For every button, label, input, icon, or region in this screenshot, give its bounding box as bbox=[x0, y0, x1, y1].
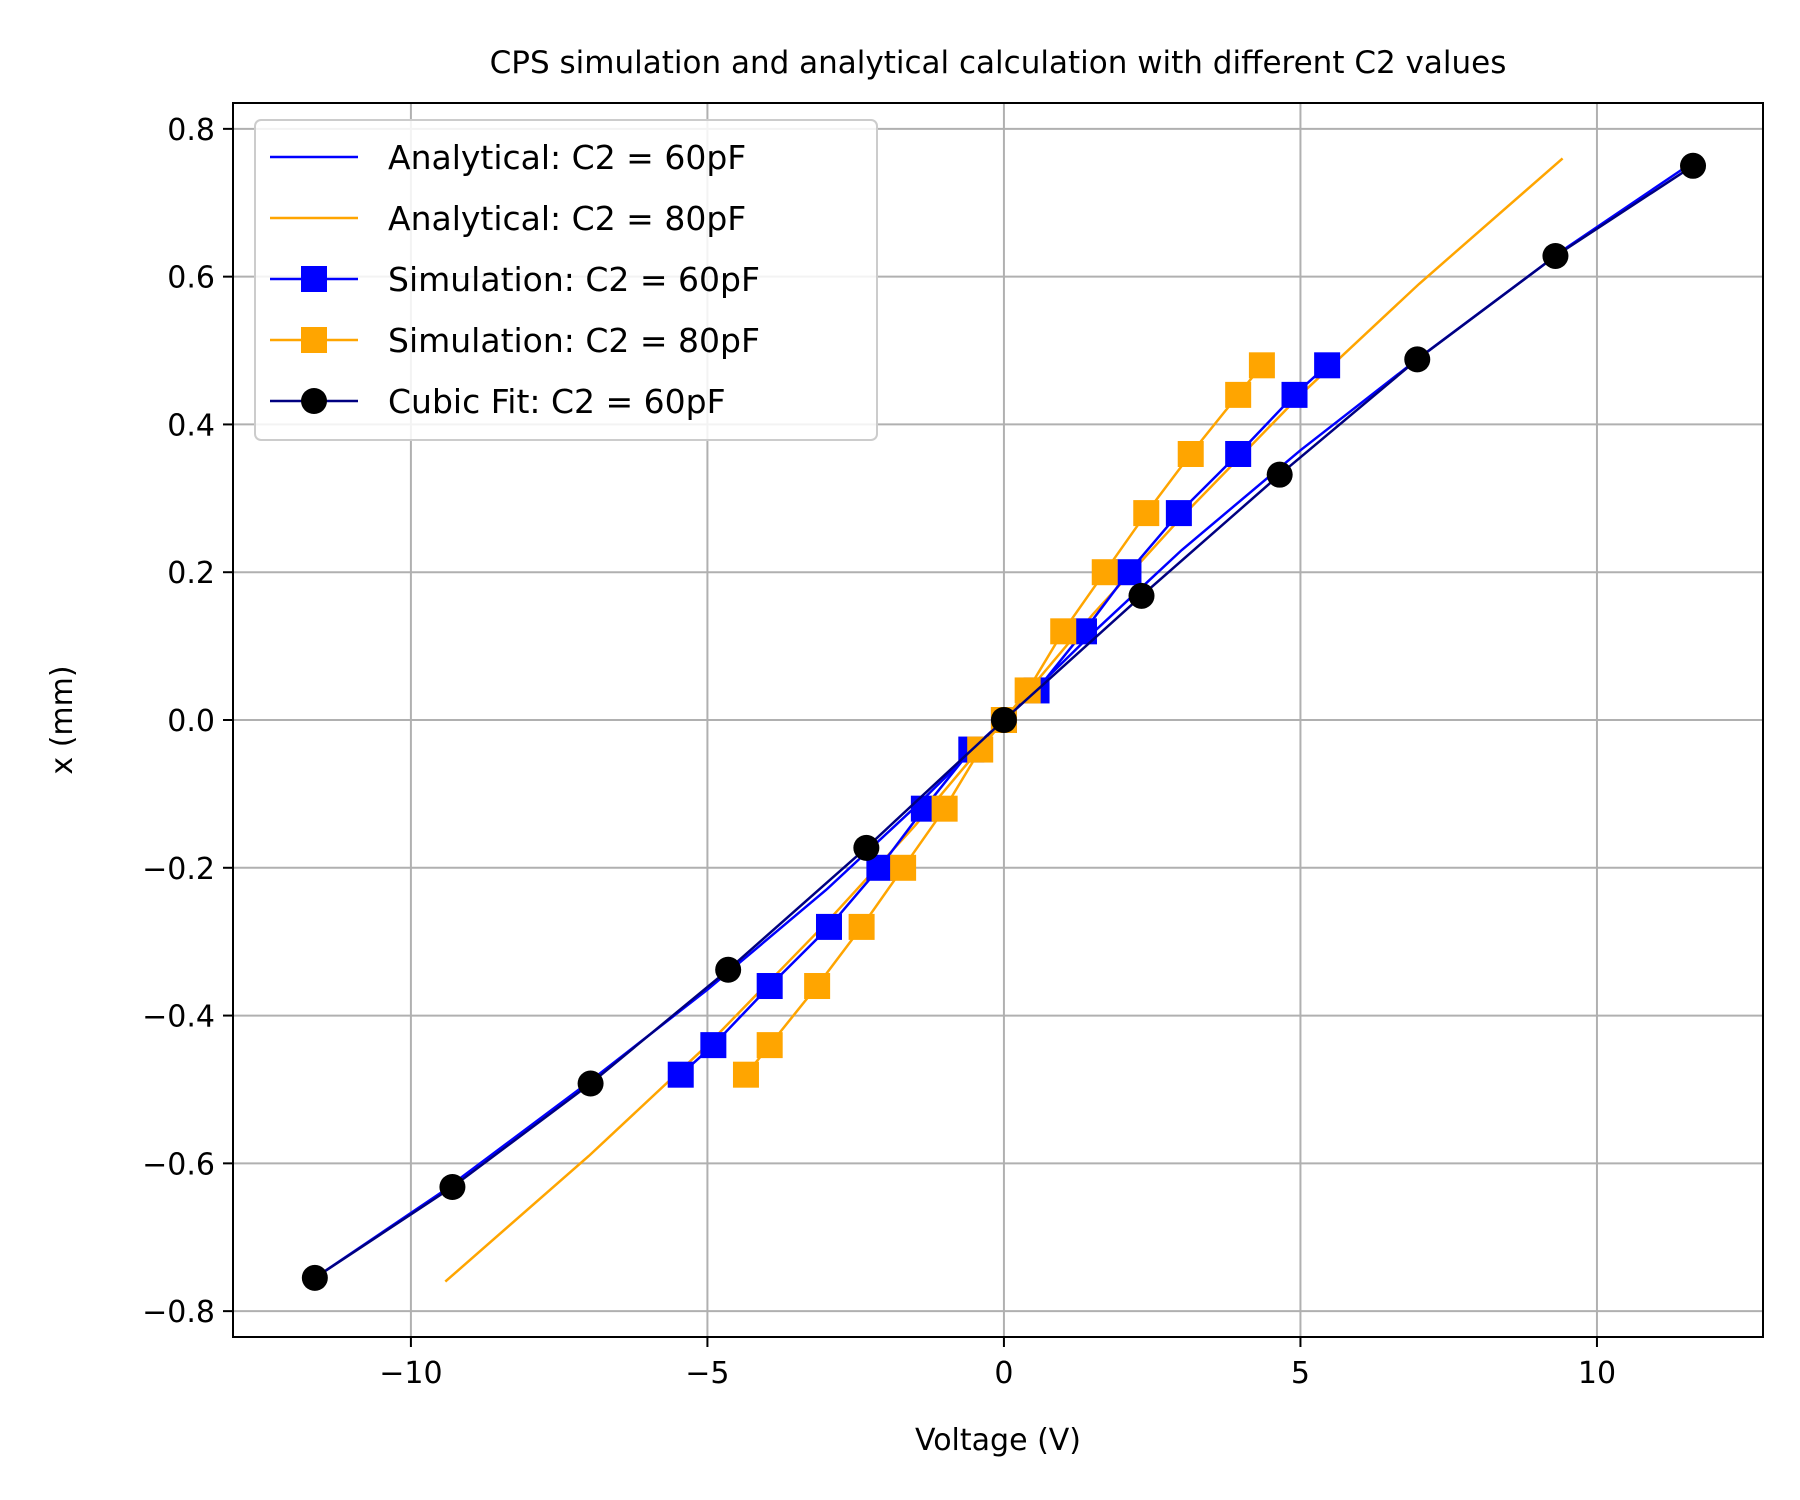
data-point bbox=[815, 913, 842, 940]
data-point bbox=[1133, 500, 1160, 527]
x-axis-title: Voltage (V) bbox=[915, 1423, 1081, 1458]
x-tick-label: 0 bbox=[994, 1356, 1013, 1391]
data-point bbox=[1542, 242, 1569, 269]
y-tick-label: 0.0 bbox=[167, 704, 215, 739]
data-point bbox=[1404, 346, 1431, 373]
data-point bbox=[853, 834, 880, 861]
data-point bbox=[667, 1061, 694, 1088]
data-point bbox=[990, 707, 1017, 733]
data-point bbox=[732, 1061, 759, 1088]
data-point bbox=[1091, 559, 1118, 586]
legend-swatch-marker bbox=[301, 327, 327, 353]
y-tick-label: −0.6 bbox=[142, 1147, 215, 1182]
y-tick-label: 0.4 bbox=[167, 408, 215, 443]
data-point bbox=[1050, 618, 1077, 645]
legend-label: Analytical: C2 = 60pF bbox=[388, 138, 746, 177]
ticks-layer: −10 −5 0 5 10 −0.8 −0.6 −0.4 −0.2 0.0 0.2 0.4 0.6 0.8 bbox=[142, 113, 1616, 1391]
data-point bbox=[1266, 461, 1293, 488]
y-tick-label: −0.2 bbox=[142, 852, 215, 887]
data-point bbox=[439, 1173, 466, 1200]
series-5 bbox=[301, 152, 1707, 1291]
y-tick-label: 0.8 bbox=[167, 113, 215, 148]
data-point bbox=[1225, 381, 1252, 408]
y-tick-label: 0.6 bbox=[167, 261, 215, 296]
legend-box bbox=[254, 119, 878, 441]
legend-label: Cubic Fit: C2 = 60pF bbox=[388, 382, 726, 421]
legend-item: Analytical: C2 = 60pF bbox=[270, 138, 746, 177]
data-point bbox=[577, 1070, 604, 1097]
legend-swatch-marker bbox=[301, 388, 327, 414]
data-point bbox=[301, 1264, 328, 1291]
legend-label: Simulation: C2 = 60pF bbox=[388, 260, 760, 299]
data-point bbox=[700, 1032, 727, 1059]
data-point bbox=[1165, 500, 1192, 527]
data-point bbox=[1314, 352, 1341, 379]
legend-item: Analytical: C2 = 80pF bbox=[270, 199, 746, 238]
legend-label: Simulation: C2 = 80pF bbox=[388, 321, 760, 360]
x-tick-label: −5 bbox=[685, 1356, 729, 1391]
chart-title: CPS simulation and analytical calculatio… bbox=[490, 45, 1507, 81]
data-point bbox=[756, 1032, 783, 1059]
y-tick-label: −0.8 bbox=[142, 1295, 215, 1330]
legend-swatch-marker bbox=[301, 266, 327, 292]
data-point bbox=[1281, 381, 1308, 408]
legend-item: Simulation: C2 = 80pF bbox=[270, 321, 760, 360]
y-tick-label: 0.2 bbox=[167, 556, 215, 591]
data-point bbox=[848, 913, 875, 940]
x-tick-label: 10 bbox=[1578, 1356, 1616, 1391]
data-point bbox=[1115, 559, 1142, 586]
legend-label: Analytical: C2 = 80pF bbox=[388, 199, 746, 238]
legend: Analytical: C2 = 60pF Analytical: C2 = 80… bbox=[254, 119, 878, 441]
data-point bbox=[1248, 352, 1275, 379]
data-point bbox=[1680, 152, 1707, 179]
data-point bbox=[804, 973, 831, 1000]
data-point bbox=[1225, 440, 1252, 467]
series-layer bbox=[301, 152, 1707, 1291]
data-point bbox=[715, 956, 742, 983]
data-point bbox=[931, 795, 958, 822]
legend-item: Cubic Fit: C2 = 60pF bbox=[270, 382, 726, 421]
x-tick-label: −10 bbox=[379, 1356, 442, 1391]
data-point bbox=[890, 854, 917, 881]
data-point bbox=[1128, 582, 1155, 609]
x-tick-label: 5 bbox=[1291, 1356, 1310, 1391]
y-tick-label: −0.4 bbox=[142, 1000, 215, 1035]
data-point bbox=[756, 973, 783, 1000]
data-point bbox=[1177, 440, 1204, 467]
legend-item: Simulation: C2 = 60pF bbox=[270, 260, 760, 299]
y-axis-title: x (mm) bbox=[45, 665, 80, 774]
